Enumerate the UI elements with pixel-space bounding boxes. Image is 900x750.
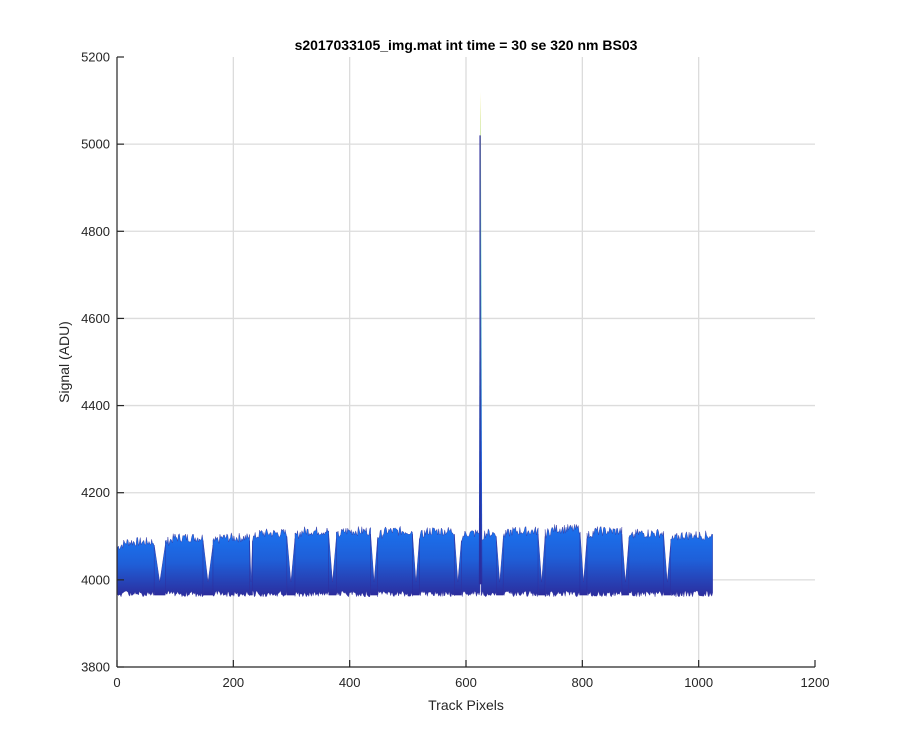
grid — [117, 57, 815, 667]
signal-segment — [165, 533, 204, 598]
signal-segment — [377, 525, 413, 598]
y-tick-label: 4600 — [81, 311, 110, 326]
chart-title: s2017033105_img.mat int time = 30 se 320… — [295, 37, 638, 53]
x-tick-label: 200 — [222, 675, 244, 690]
x-axis-label: Track Pixels — [428, 697, 504, 713]
signal-segment — [336, 526, 371, 598]
signal-segment — [586, 526, 623, 598]
y-tick-label: 4000 — [81, 572, 110, 587]
signal-segment — [670, 530, 713, 598]
y-tick-label: 5000 — [81, 137, 110, 152]
x-tick-label: 0 — [113, 675, 120, 690]
signal-segment — [117, 537, 155, 598]
signal-segment — [628, 528, 664, 597]
signal-segment — [294, 526, 329, 598]
y-axis-label: Signal (ADU) — [56, 321, 72, 403]
y-tick-label: 5200 — [81, 50, 110, 65]
signal-segment — [252, 528, 288, 598]
x-tick-label: 1200 — [801, 675, 830, 690]
x-tick-label: 1000 — [684, 675, 713, 690]
y-tick-label: 4200 — [81, 485, 110, 500]
signal-segment — [212, 532, 250, 597]
y-tick-label: 4400 — [81, 398, 110, 413]
x-tick-label: 400 — [339, 675, 361, 690]
signal-segment — [503, 526, 539, 598]
signal-segment — [419, 527, 455, 598]
y-tick-label: 4800 — [81, 224, 110, 239]
x-tick-label: 600 — [455, 675, 477, 690]
signal-traces — [117, 91, 713, 598]
x-tick-label: 800 — [571, 675, 593, 690]
signal-segment — [461, 529, 481, 598]
signal-segment — [544, 524, 581, 598]
axes: 0 200 400 600 800 1000 1200 3800 4000 4200 4400 460… — [81, 50, 829, 691]
y-tick-label: 3800 — [81, 660, 110, 675]
